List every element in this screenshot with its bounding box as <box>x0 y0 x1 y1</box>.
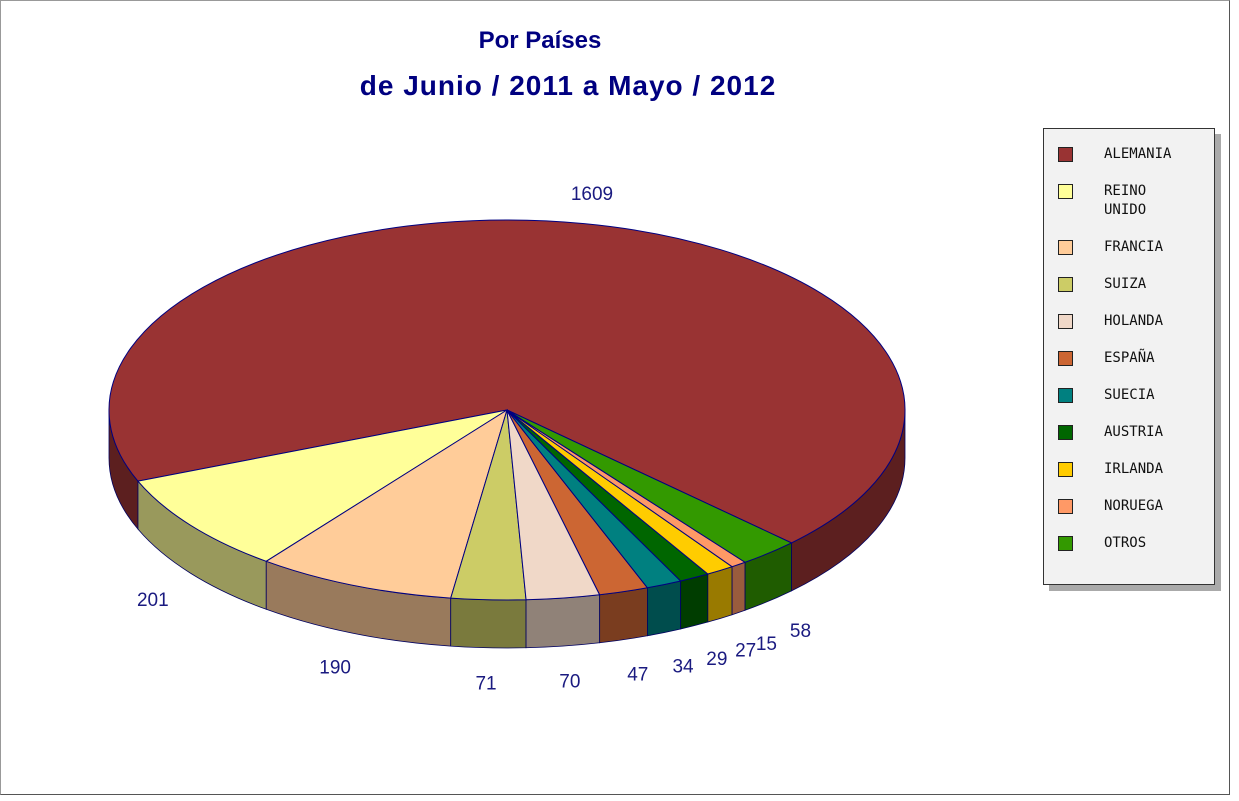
legend-label: AUSTRIA <box>1104 424 1164 440</box>
pie-slice <box>108 219 906 544</box>
legend-entry: OTROS <box>1058 534 1214 553</box>
legend-label: HOLANDA <box>1104 313 1164 329</box>
legend-swatch <box>1058 147 1073 162</box>
legend-label: SUIZA <box>1104 276 1147 292</box>
legend-entry: AUSTRIA <box>1058 423 1214 442</box>
legend-entry: NORUEGA <box>1058 497 1214 516</box>
legend-label: REINO UNIDO <box>1104 183 1147 218</box>
legend-label: OTROS <box>1104 535 1147 551</box>
legend-entry: ESPAÑA <box>1058 349 1214 368</box>
chart-subtitle: de Junio / 2011 a Mayo / 2012 <box>360 70 777 101</box>
legend-swatch <box>1058 462 1073 477</box>
legend-swatch <box>1058 536 1073 551</box>
pie-tops <box>108 219 906 601</box>
legend-swatch <box>1058 240 1073 255</box>
legend: ALEMANIA REINO UNIDO FRANCIA SUIZA HOLANDA ES… <box>1043 128 1215 585</box>
value-label: 15 <box>756 634 777 655</box>
legend-entry: REINO UNIDO <box>1058 182 1214 220</box>
value-label: 27 <box>735 641 756 662</box>
value-label: 201 <box>137 590 169 611</box>
legend-label: SUECIA <box>1104 387 1155 403</box>
legend-entry: HOLANDA <box>1058 312 1214 331</box>
legend-swatch <box>1058 314 1073 329</box>
legend-swatch <box>1058 184 1073 199</box>
value-label: 29 <box>706 649 727 670</box>
legend-entry: SUIZA <box>1058 275 1214 294</box>
legend-swatch <box>1058 351 1073 366</box>
legend-entry: FRANCIA <box>1058 238 1214 257</box>
legend-entry: SUECIA <box>1058 386 1214 405</box>
pie-side <box>525 594 601 649</box>
value-label: 1609 <box>571 184 613 205</box>
legend-label: NORUEGA <box>1104 498 1164 514</box>
value-label: 71 <box>475 674 496 695</box>
legend-entry: ALEMANIA <box>1058 145 1214 164</box>
legend-label: ALEMANIA <box>1104 146 1172 162</box>
legend-entry: IRLANDA <box>1058 460 1214 479</box>
legend-swatch <box>1058 388 1073 403</box>
legend-swatch <box>1058 499 1073 514</box>
pie-side <box>707 566 733 623</box>
legend-label: ESPAÑA <box>1104 350 1155 366</box>
pie-slice <box>506 409 793 563</box>
legend-swatch <box>1058 277 1073 292</box>
pie-side <box>647 580 682 637</box>
pie-side <box>599 587 648 644</box>
legend-label: FRANCIA <box>1104 239 1164 255</box>
pie-slice <box>137 409 508 562</box>
legend-label: IRLANDA <box>1104 461 1164 477</box>
pie-sides <box>108 409 906 649</box>
pie-side <box>680 573 709 630</box>
value-label: 47 <box>627 664 648 685</box>
chart-title: Por Países <box>479 27 602 54</box>
pie-side <box>450 597 527 649</box>
pie-side <box>731 561 746 616</box>
value-label: 70 <box>559 672 580 693</box>
value-label: 190 <box>319 657 351 678</box>
value-label: 34 <box>672 657 694 678</box>
pie-slice <box>265 408 508 599</box>
legend-swatch <box>1058 425 1073 440</box>
value-label: 58 <box>790 621 811 642</box>
value-labels: 1609 201 190 71 70 47 34 29 27 15 58 <box>137 184 811 695</box>
